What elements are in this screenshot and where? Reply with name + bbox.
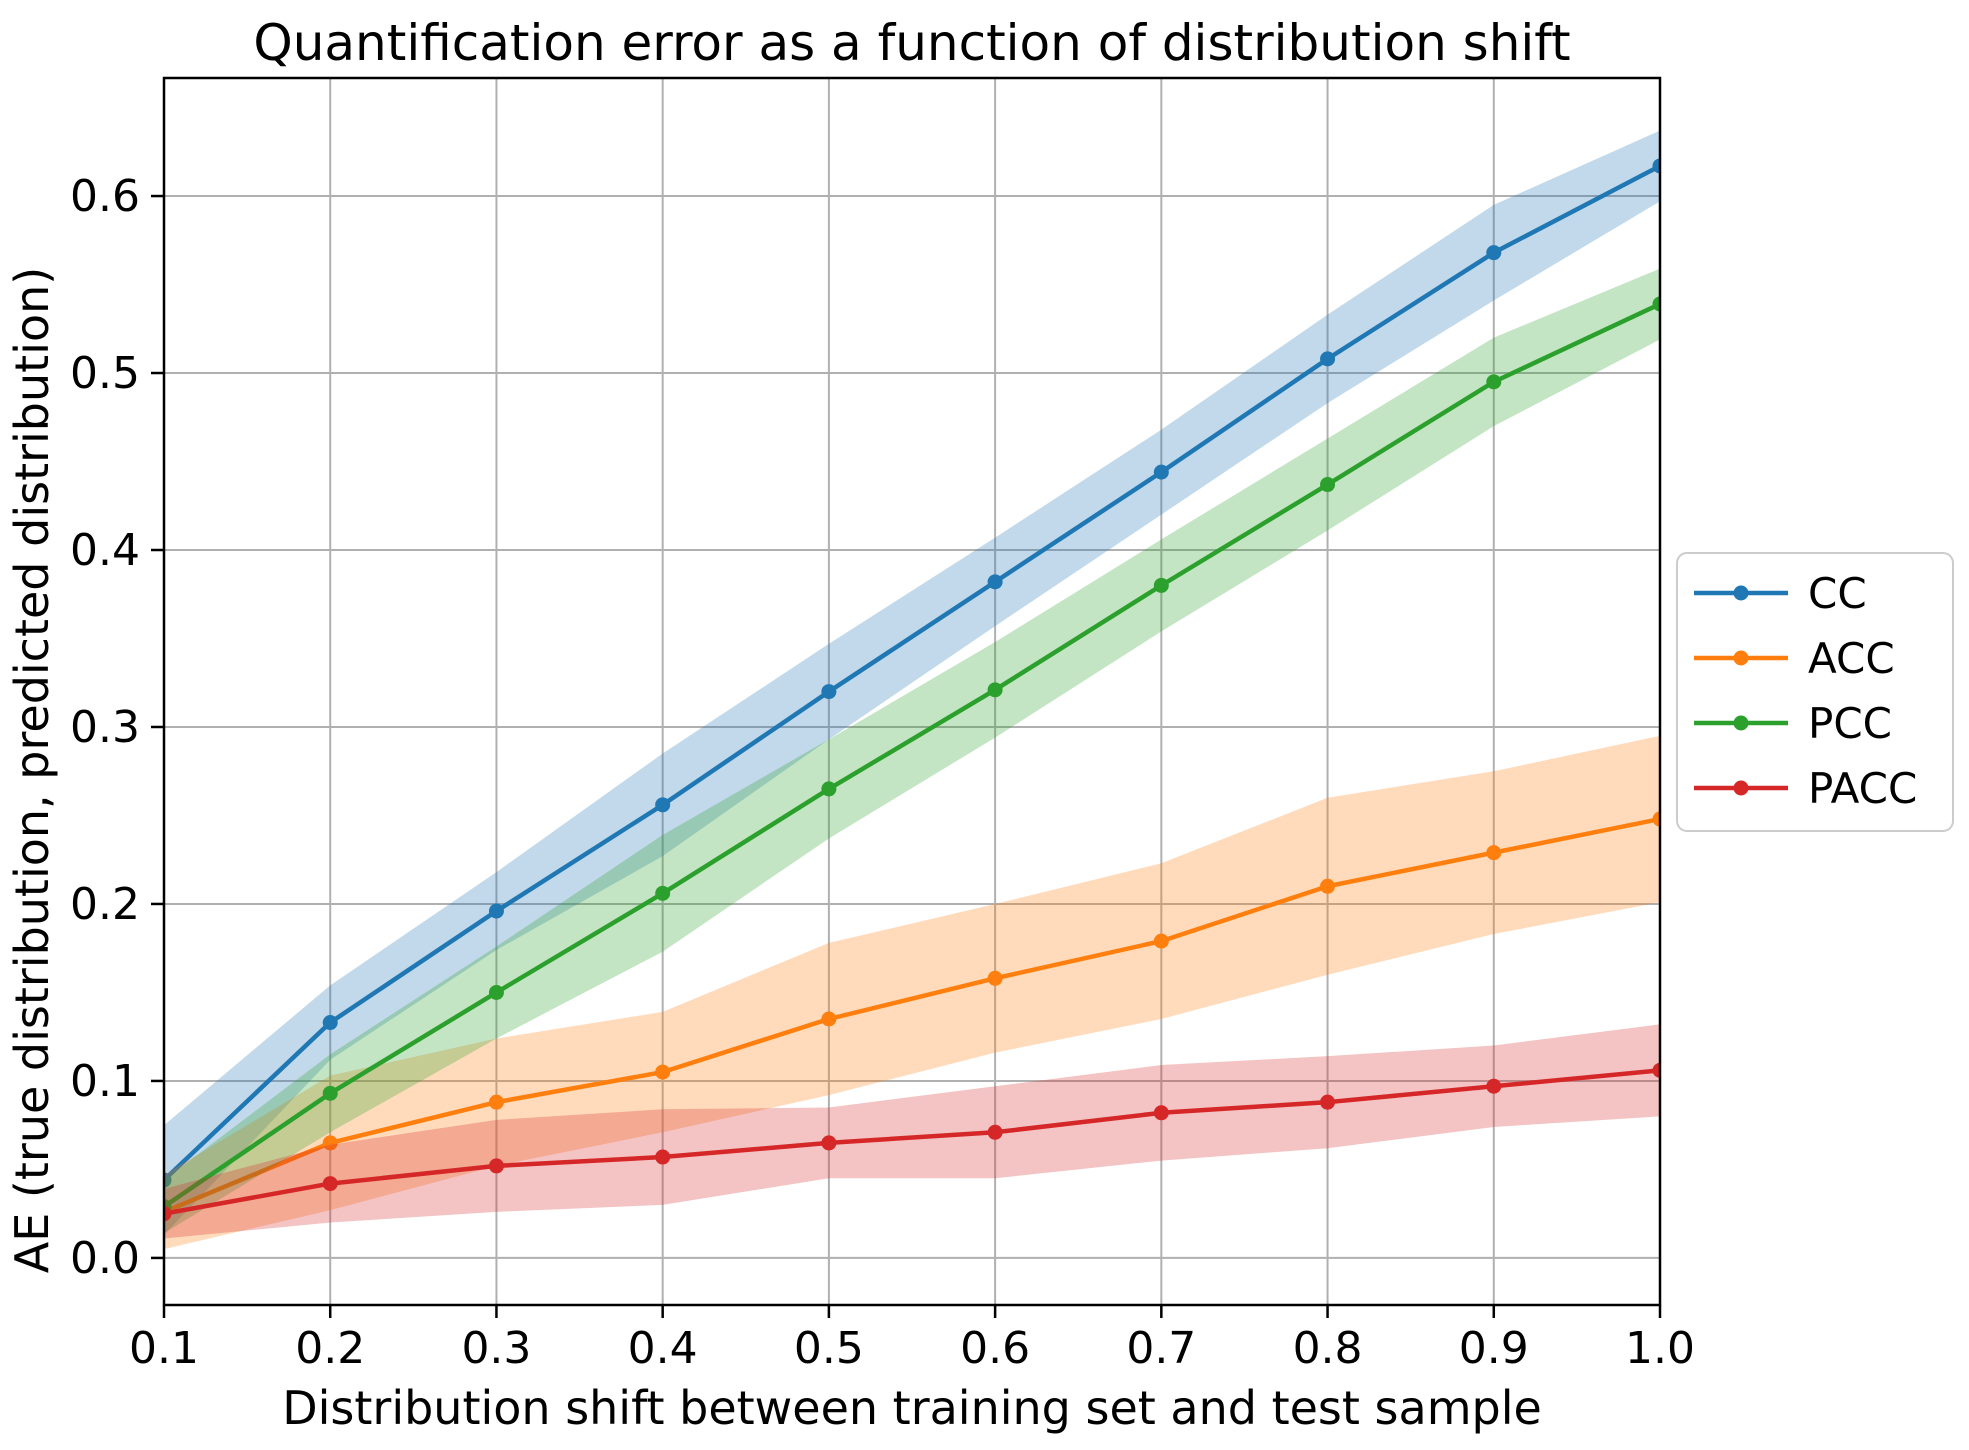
tick-layer: 0.1 0.2 0.3 0.4 0.5 0.6 0.7 0.8 0.9 1.0 0.0 0.1 0.2 0… [70,171,1695,1374]
series-marker-ACC [1320,878,1336,894]
plot-border [162,76,1662,1307]
series-marker-ACC [1153,933,1169,949]
legend-label-PCC: PCC [1808,699,1892,748]
series-marker-PACC [1320,1094,1336,1110]
series-marker-CC [655,797,671,813]
series-marker-PACC [488,1158,504,1174]
x-tick-label: 0.7 [1126,1323,1196,1374]
x-tick-label: 0.1 [129,1323,199,1374]
legend-box [1676,552,1954,832]
y-tick-label: 0.1 [70,1056,140,1107]
x-tick-label: 0.5 [794,1323,864,1374]
series-marker-PCC [1320,477,1336,493]
series-marker-PCC [488,984,504,1000]
y-tick-label: 0.4 [70,525,140,576]
series-marker-ACC [821,1011,837,1027]
series-marker-CC [1652,158,1660,174]
legend-marker-sample [1733,650,1749,666]
series-marker-PCC [1652,296,1660,312]
series-marker-CC [821,684,837,700]
legend-entry-PACC: PACC [1694,764,1917,813]
series-marker-ACC [488,1094,504,1110]
series-marker-ACC [1652,811,1660,827]
y-tick-label: 0.0 [70,1233,140,1284]
series-line-PCC [164,301,1660,1209]
series-marker-CC [1486,245,1502,261]
legend-label-CC: CC [1808,569,1867,618]
series-line-CC [164,163,1660,1183]
x-axis-label: Distribution shift between training set … [282,1381,1542,1435]
legend-entry-ACC: ACC [1694,634,1895,683]
series-marker-ACC [987,970,1003,986]
x-tick-label: 1.0 [1625,1323,1695,1374]
series-marker-PACC [1153,1105,1169,1121]
series-marker-PACC [1652,1062,1660,1078]
series-marker-PCC [322,1085,338,1101]
series-marker-CC [1153,464,1169,480]
series-marker-PCC [821,781,837,797]
x-tick-label: 0.9 [1459,1323,1529,1374]
series-marker-PACC [821,1135,837,1151]
series-marker-ACC [1486,845,1502,861]
series-marker-PCC [1486,374,1502,390]
series-line-ACC [164,816,1660,1215]
x-tick-label: 0.6 [960,1323,1030,1374]
legend-entry-PCC: PCC [1694,699,1892,748]
series-marker-CC [987,574,1003,590]
series-line-PACC [164,1068,1660,1216]
y-tick-label: 0.5 [70,348,140,399]
x-tick-label: 0.8 [1293,1323,1363,1374]
series-marker-PACC [655,1149,671,1165]
legend-label-PACC: PACC [1808,764,1917,813]
series-marker-CC [322,1015,338,1031]
series-marker-CC [164,1172,172,1188]
chart-title: Quantification error as a function of di… [253,14,1570,72]
series-marker-PACC [1486,1078,1502,1094]
series-marker-ACC [655,1064,671,1080]
legend-marker-sample [1733,715,1749,731]
legend-marker-sample [1733,585,1749,601]
series-marker-PCC [1153,577,1169,593]
x-tick-label: 0.2 [295,1323,365,1374]
y-axis-label: AE (true distribution, predicted distrib… [5,267,59,1273]
series-marker-PCC [987,682,1003,698]
series-marker-PACC [164,1206,172,1222]
legend-label-ACC: ACC [1808,634,1895,683]
series-marker-PCC [655,885,671,901]
series-band-PACC [164,1024,1660,1239]
series-marker-CC [488,903,504,919]
y-tick-label: 0.3 [70,702,140,753]
legend-entry-CC: CC [1694,569,1867,618]
series-band-CC [164,130,1660,1235]
x-tick-label: 0.4 [628,1323,698,1374]
legend: CC ACC PCC PACC [1676,552,1954,832]
series-marker-PACC [322,1176,338,1192]
legend-marker-sample [1733,780,1749,796]
x-tick-label: 0.3 [461,1323,531,1374]
y-tick-label: 0.6 [70,171,140,222]
series-layer [164,130,1660,1250]
series-marker-ACC [322,1135,338,1151]
y-tick-label: 0.2 [70,879,140,930]
series-marker-PACC [987,1124,1003,1140]
series-band-ACC [164,735,1660,1250]
series-marker-CC [1320,351,1336,367]
